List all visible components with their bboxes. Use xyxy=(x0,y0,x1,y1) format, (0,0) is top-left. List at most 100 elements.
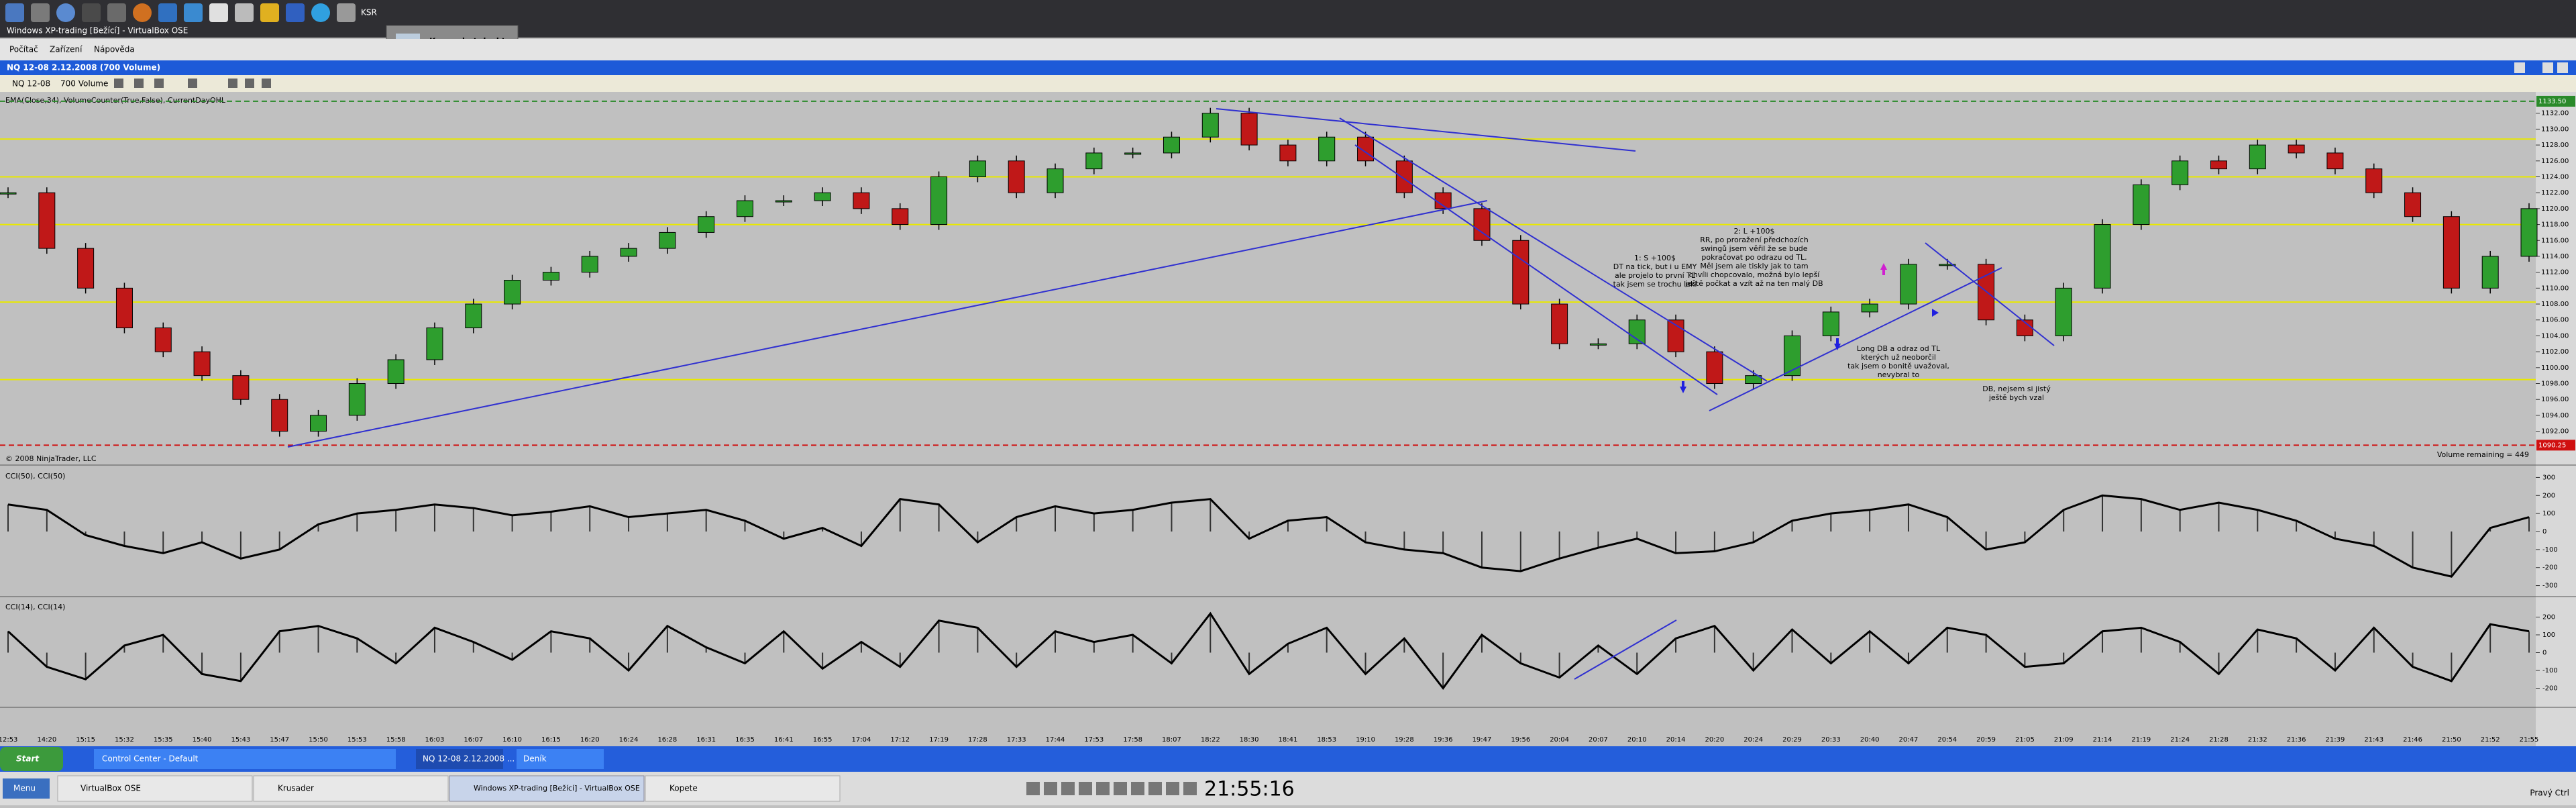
x-tick-label: 20:10 xyxy=(1627,736,1647,744)
candle-body xyxy=(2443,216,2460,289)
window-titlebar xyxy=(0,60,2576,75)
x-tick-label: 20:29 xyxy=(1782,736,1802,744)
x-tick-label: 21:46 xyxy=(2403,736,2422,744)
candle-body xyxy=(154,327,172,352)
task[interactable] xyxy=(253,775,449,802)
candle-body xyxy=(620,248,637,257)
x-tick-label: 15:50 xyxy=(309,736,328,744)
arrows xyxy=(1680,263,1939,393)
candle-body xyxy=(193,351,211,376)
interval[interactable]: 700 Volume xyxy=(60,79,108,89)
x-tick-label: 19:10 xyxy=(1356,736,1375,744)
x-tick-label: 16:24 xyxy=(619,736,639,744)
x-tick-label: 16:55 xyxy=(813,736,833,744)
x-tick-label: 17:58 xyxy=(1123,736,1142,744)
window-button[interactable] xyxy=(2514,62,2525,73)
candle-body xyxy=(2171,160,2189,185)
x-tick-label: 19:36 xyxy=(1434,736,1453,744)
chart: 1132.00 1130.00 1128.00 1126.00 1124.00 1122.… xyxy=(0,95,2575,744)
x-tick-label: 21:05 xyxy=(2015,736,2035,744)
x-tick-label: 16:07 xyxy=(464,736,483,744)
window-title: NQ 12-08 2.12.2008 (700 Volume) xyxy=(7,63,160,72)
x-tick-label: 16:15 xyxy=(541,736,561,744)
x-tick-label: 18:53 xyxy=(1317,736,1336,744)
task[interactable] xyxy=(94,749,396,769)
start-label: Start xyxy=(16,754,40,764)
x-tick-label: 15:40 xyxy=(193,736,212,744)
candle-body xyxy=(310,415,327,432)
x-tick-label: 20:20 xyxy=(1705,736,1724,744)
y-tick-label: 1100.00 xyxy=(2541,364,2569,372)
cci-line xyxy=(7,494,2530,578)
candle-body xyxy=(1939,264,1956,266)
candle-body xyxy=(2249,144,2266,170)
y-tick-label: 1116.00 xyxy=(2541,237,2569,244)
menu-item[interactable]: Zařízení xyxy=(50,45,83,54)
candle-body xyxy=(1085,152,1103,170)
annotation: pokračovat po odrazu od TL. xyxy=(1701,253,1807,262)
chart-area xyxy=(0,92,2536,736)
candle-body xyxy=(2326,152,2344,170)
x-tick-label: 17:19 xyxy=(929,736,949,744)
candle-body xyxy=(1745,375,1762,385)
y-tick-label: 0 xyxy=(2542,528,2546,536)
task[interactable] xyxy=(416,749,503,769)
y-tick-label: 200 xyxy=(2542,614,2555,621)
candle-body xyxy=(1395,160,1413,193)
x-tick-label: 15:35 xyxy=(154,736,173,744)
x-tick-label: 18:30 xyxy=(1240,736,1259,744)
candle-body xyxy=(930,176,948,225)
x-tick-label: 19:47 xyxy=(1472,736,1492,744)
task[interactable] xyxy=(517,749,604,769)
toolbar-icons[interactable] xyxy=(114,79,271,88)
task[interactable] xyxy=(57,775,253,802)
x-tick-label: 20:07 xyxy=(1589,736,1608,744)
x-tick-label: 19:28 xyxy=(1395,736,1414,744)
task-label: Windows XP-trading [Bežící] - VirtualBox… xyxy=(474,784,640,793)
menu-button[interactable] xyxy=(3,778,50,799)
launcher-text[interactable]: KSR xyxy=(361,8,377,17)
candle-body xyxy=(38,192,56,249)
window-button[interactable] xyxy=(2542,62,2553,73)
y-tick-label: 300 xyxy=(2542,474,2555,481)
annotation: Měl jsem ale tiskly jak to tam xyxy=(1700,262,1808,270)
task[interactable] xyxy=(645,775,841,802)
candle-body xyxy=(1512,240,1529,305)
candle-body xyxy=(814,192,831,201)
clock: 21:55:16 xyxy=(1204,778,1295,801)
window-button[interactable] xyxy=(2557,62,2568,73)
candle-body xyxy=(1473,208,1491,241)
task[interactable] xyxy=(449,775,645,802)
menu-item[interactable]: Nápověda xyxy=(94,45,135,54)
keyboard: Pravý Ctrl xyxy=(2530,789,2569,798)
candle-body xyxy=(1163,136,1180,154)
y-tick-label: 200 xyxy=(2542,492,2555,499)
y-tick-label: -200 xyxy=(2542,564,2558,572)
instrument[interactable]: NQ 12-08 xyxy=(12,79,50,89)
y-tick-label: -100 xyxy=(2542,546,2558,554)
task-label: Kopete xyxy=(669,784,698,793)
candle-body xyxy=(2133,184,2150,225)
x-tick-label: 21:55 xyxy=(2520,736,2539,744)
x-tick-label: 20:24 xyxy=(1743,736,1763,744)
vm-title: Windows XP-trading [Bežící] - VirtualBox… xyxy=(7,26,188,36)
candle-body xyxy=(2055,287,2072,336)
x-tick-label: 21:32 xyxy=(2248,736,2267,744)
y-tick-label: 1128.00 xyxy=(2541,142,2569,149)
candle-body xyxy=(1201,113,1219,138)
x-tick-label: 15:43 xyxy=(231,736,250,744)
candle-body xyxy=(1046,168,1064,193)
x-tick-label: 20:54 xyxy=(1937,736,1957,744)
candle-body xyxy=(1784,335,1801,376)
tray-icons[interactable] xyxy=(1026,782,1197,795)
x-tick-label: 21:39 xyxy=(2326,736,2345,744)
x-tick-label: 17:04 xyxy=(852,736,871,744)
candle-body xyxy=(1551,303,1568,344)
candle-body xyxy=(2520,208,2538,257)
menu-item[interactable]: Počítač xyxy=(9,45,38,54)
start-button[interactable] xyxy=(0,747,63,771)
candle-body xyxy=(2481,256,2499,289)
candle-body xyxy=(2404,192,2422,217)
candle-body xyxy=(853,192,870,209)
y-tick-label: 1094.00 xyxy=(2541,412,2569,419)
